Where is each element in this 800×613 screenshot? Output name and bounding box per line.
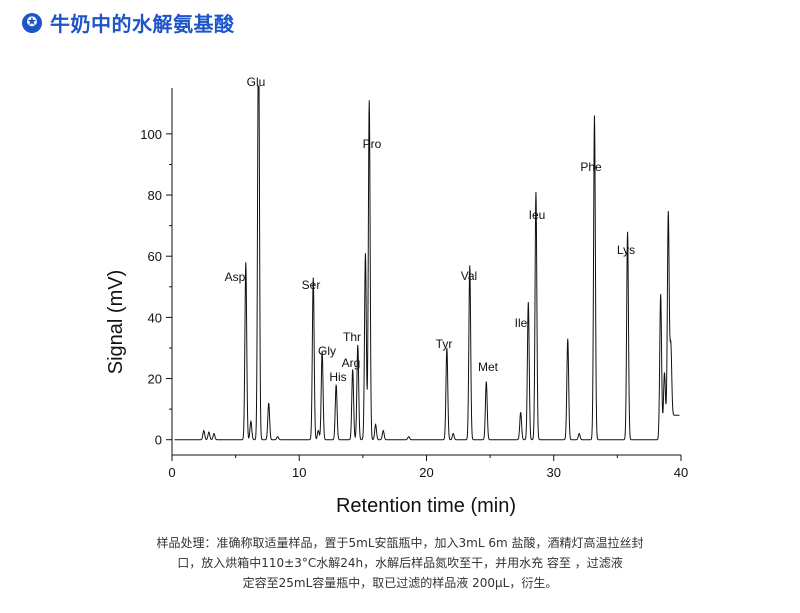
peak-label-thr: Thr (343, 330, 361, 344)
peak-label-lys: Lys (617, 243, 635, 257)
peak-label-ser: Ser (302, 278, 321, 292)
y-tick-label: 20 (148, 372, 162, 387)
y-axis-label: Signal (mV) (105, 270, 127, 374)
caption-line: 定容至25mL容量瓶中，取已过滤的样品液 200μL，衍生。 (242, 576, 558, 590)
x-axis-label: Retention time (min) (336, 495, 516, 517)
peak-label-arg: Arg (342, 356, 361, 370)
peak-label-glu: Glu (247, 75, 266, 89)
x-tick-label: 10 (292, 465, 306, 480)
peak-label-his: His (329, 370, 346, 384)
peak-label-gly: Gly (318, 344, 336, 358)
peak-label-ieu: Ieu (529, 208, 546, 222)
star-badge-icon: ✪ (22, 12, 42, 33)
page-title: 牛奶中的水解氨基酸 (50, 12, 235, 36)
peak-label-pro: Pro (363, 137, 382, 151)
sample-prep-caption: 样品处理：准确称取适量样品，置于5mL安瓿瓶中，加入3mL 6m 盐酸，酒精灯高… (90, 533, 710, 593)
peak-label-asp: Asp (225, 270, 246, 284)
peak-label-val: Val (461, 269, 477, 283)
caption-line: 口，放入烘箱中110±3°C水解24h，水解后样品氮吹至干，并用水充 容至 ，过… (177, 556, 623, 570)
peak-label-phe: Phe (580, 160, 602, 174)
section-header: ✪ 牛奶中的水解氨基酸 (22, 8, 235, 37)
y-tick-label: 0 (155, 433, 162, 448)
peak-label-met: Met (478, 360, 499, 374)
y-tick-label: 80 (148, 188, 162, 203)
y-tick-label: 100 (140, 127, 162, 142)
y-tick-label: 40 (148, 310, 162, 325)
x-tick-label: 40 (674, 465, 688, 480)
x-tick-label: 30 (547, 465, 561, 480)
signal-trace (174, 85, 680, 441)
y-tick-label: 60 (148, 249, 162, 264)
chart-axes: 0 10 20 30 40 0 20 40 60 80 100 (140, 88, 688, 480)
x-tick-label: 0 (168, 465, 175, 480)
x-tick-label: 20 (419, 465, 433, 480)
peak-label-ile: Ile (515, 316, 528, 330)
peak-label-tyr: Tyr (436, 337, 453, 351)
caption-line: 样品处理：准确称取适量样品，置于5mL安瓿瓶中，加入3mL 6m 盐酸，酒精灯高… (156, 536, 644, 550)
